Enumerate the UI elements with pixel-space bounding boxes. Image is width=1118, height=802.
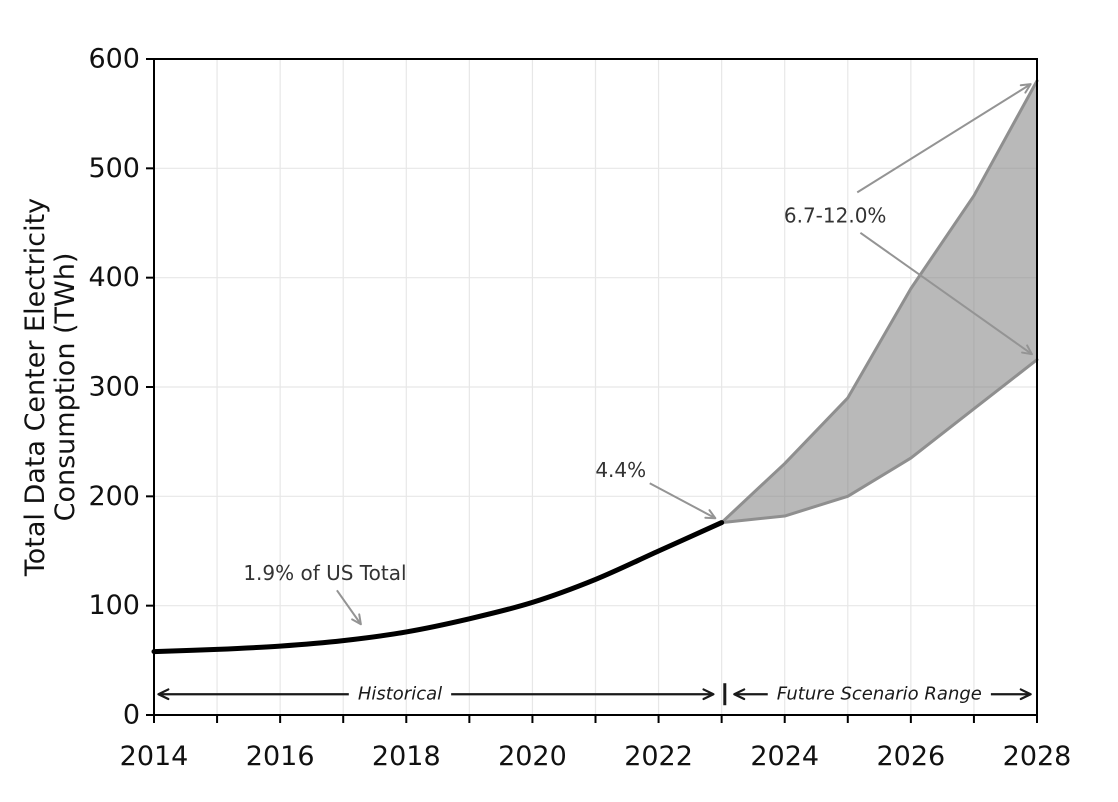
y-tick-label: 300	[88, 372, 140, 403]
y-tick-label: 600	[88, 44, 140, 75]
x-tick-label: 2014	[120, 741, 189, 772]
x-tick-label: 2016	[246, 741, 315, 772]
y-tick-label: 100	[88, 590, 140, 621]
annotation-arrow-share-2018	[336, 589, 362, 626]
range-label-historical-range: Historical	[358, 684, 442, 705]
y-tick-label: 200	[88, 481, 140, 512]
historical-range-right-arrow	[451, 688, 715, 701]
annotation-arrow-share-2023-head	[704, 509, 717, 520]
future-range-right-arrow-head	[1019, 688, 1032, 701]
y-tick-label: 400	[88, 262, 140, 293]
historical-range-right-arrow-head	[702, 688, 715, 701]
historical-range-left-arrow-head	[157, 688, 170, 701]
range-label-future-range: Future Scenario Range	[777, 684, 982, 705]
x-tick-label: 2020	[498, 741, 567, 772]
annotation-arrow-share-2018-shaft	[336, 589, 362, 625]
x-tick-label: 2028	[1003, 741, 1072, 772]
future-range-right-arrow	[990, 688, 1032, 701]
future-range-left-arrow-head	[733, 688, 746, 701]
annotation-share-2028: 6.7-12.0%	[784, 203, 887, 227]
y-axis-title: Total Data Center Electricity	[20, 198, 51, 577]
x-tick-label: 2026	[876, 741, 945, 772]
annotation-share-2023: 4.4%	[595, 458, 646, 482]
x-tick-label: 2024	[750, 741, 819, 772]
annotation-arrow-share-2018-head	[351, 613, 362, 626]
annotation-arrow-share-2028	[859, 232, 1033, 356]
annotation-arrow-share-2028-head	[1019, 83, 1032, 94]
annotation-arrow-share-2023	[649, 482, 717, 520]
annotation-arrow-share-2028-shaft	[856, 83, 1032, 194]
annotation-arrow-share-2028-head	[1021, 344, 1033, 356]
y-axis-title: Consumption (TWh)	[50, 253, 81, 522]
annotation-arrow-share-2028	[856, 83, 1032, 194]
future-range-left-arrow	[733, 688, 768, 701]
annotation-arrow-share-2028-shaft	[859, 232, 1033, 356]
annotation-share-2018: 1.9% of US Total	[243, 561, 406, 585]
historical-line	[151, 520, 725, 655]
y-tick-label: 500	[88, 153, 140, 184]
band-upper-edge	[720, 79, 1039, 525]
x-tick-label: 2022	[624, 741, 693, 772]
historical-range-left-arrow	[157, 688, 349, 701]
band-lower-edge	[720, 358, 1039, 525]
y-tick-label: 0	[123, 700, 140, 731]
x-tick-label: 2018	[372, 741, 441, 772]
future-scenario-band	[721, 80, 1037, 523]
annotation-arrow-share-2023-shaft	[649, 482, 716, 520]
